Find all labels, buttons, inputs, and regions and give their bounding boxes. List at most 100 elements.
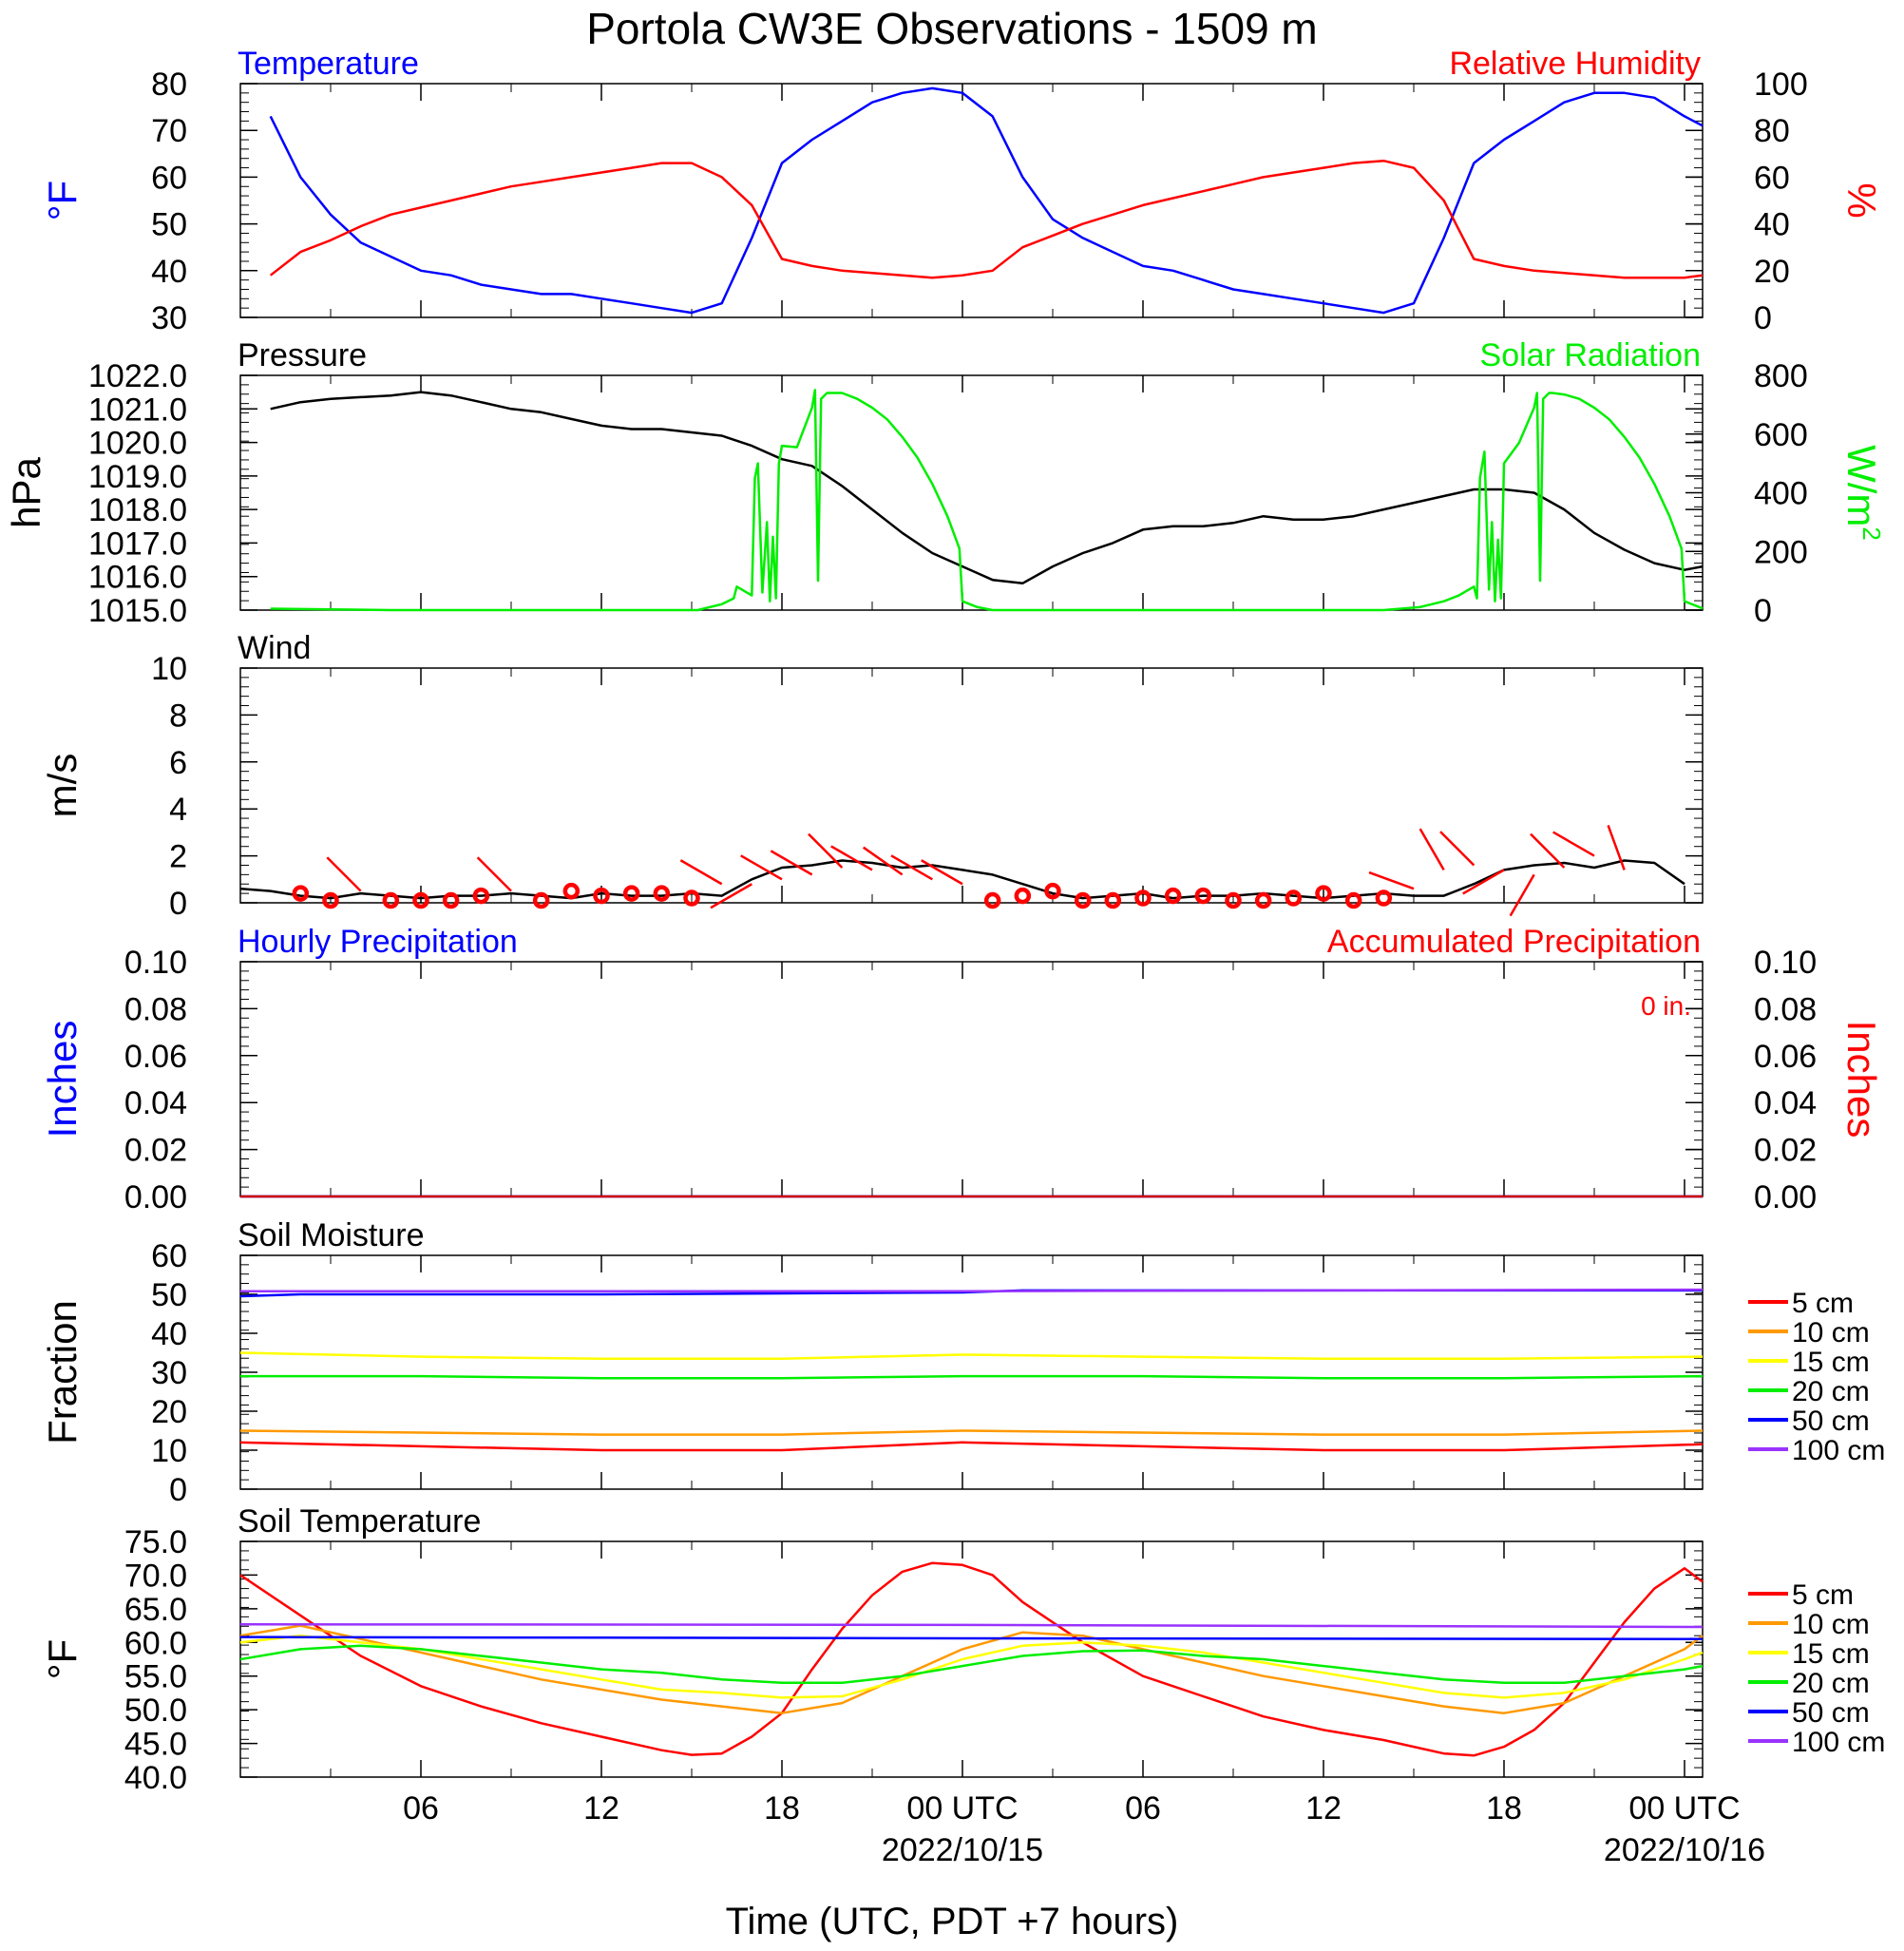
- y-tick-label-right: 0: [1754, 593, 1772, 629]
- wind-barb: [830, 845, 873, 871]
- legend-label: 10 cm: [1792, 1317, 1870, 1348]
- y-tick-label-left: 50.0: [124, 1693, 187, 1729]
- y-axis-label-left: °F: [40, 1639, 85, 1679]
- wind-calm-marker: [1074, 891, 1092, 909]
- panel-title-left: Pressure: [238, 337, 367, 373]
- panel-soil_temperature: 75.070.065.060.055.050.045.040.0 Soil Tem…: [40, 1503, 1885, 1796]
- y-tick-label-right: 80: [1754, 113, 1790, 149]
- y-tick-label-left: 70: [151, 113, 187, 149]
- wind-calm-marker: [1194, 887, 1212, 905]
- y-axis-label-left: hPa: [4, 456, 48, 527]
- x-tick-label: 18: [1486, 1790, 1522, 1827]
- wind-calm-marker: [322, 891, 339, 909]
- panel-pressure_solar: 1022.01021.01020.01019.01018.01017.01016…: [4, 337, 1886, 629]
- wind-barb: [1368, 870, 1415, 890]
- wind-calm-marker: [1134, 889, 1152, 907]
- legend-label: 100 cm: [1792, 1435, 1885, 1466]
- panel-frame: [239, 83, 1704, 318]
- x-tick-label: 18: [764, 1790, 800, 1827]
- series-line-0: [239, 1561, 1704, 1757]
- x-tick-label: 06: [1125, 1790, 1161, 1827]
- series-line-2: [239, 1634, 1704, 1699]
- x-tick-label: 06: [403, 1790, 439, 1827]
- y-tick-label-left: 0.02: [124, 1133, 187, 1169]
- panel-title-right: Solar Radiation: [1480, 337, 1701, 373]
- series-line-1: [270, 389, 1704, 612]
- y-tick-label-right: 200: [1754, 534, 1808, 570]
- panel-title-right: Relative Humidity: [1449, 46, 1701, 82]
- y-axis-label-left: °F: [40, 181, 85, 220]
- y-tick-label-right: 0.06: [1754, 1039, 1817, 1075]
- y-axis-label-right: %: [1839, 182, 1884, 218]
- y-tick-label-left: 1022.0: [88, 358, 187, 394]
- y-tick-label-left: 8: [169, 698, 187, 734]
- wind-calm-marker: [442, 891, 460, 909]
- y-tick-label-left: 2: [169, 839, 187, 875]
- wind-barb: [770, 850, 813, 876]
- wind-barb: [1552, 831, 1595, 857]
- y-tick-label-right: 0.08: [1754, 991, 1817, 1027]
- wind-barb: [1439, 831, 1476, 867]
- y-axis-label-right: W/m2: [1839, 445, 1886, 541]
- wind-barb: [1509, 873, 1535, 917]
- panel-frame: [239, 667, 1704, 904]
- panel-frame: [239, 374, 1704, 611]
- panel-title-left: Soil Moisture: [238, 1217, 425, 1253]
- legend-label: 50 cm: [1792, 1406, 1870, 1437]
- wind-barb: [740, 854, 783, 881]
- legend-label: 15 cm: [1792, 1638, 1870, 1670]
- y-tick-label-left: 70.0: [124, 1558, 187, 1594]
- y-tick-label-left: 1018.0: [88, 492, 187, 528]
- y-tick-label-right: 400: [1754, 476, 1808, 512]
- y-tick-label-right: 600: [1754, 417, 1808, 453]
- legend-label: 5 cm: [1792, 1579, 1854, 1611]
- y-tick-label-right: 40: [1754, 207, 1790, 243]
- wind-barb: [326, 856, 362, 892]
- y-tick-label-left: 0.08: [124, 991, 187, 1027]
- legend-label: 50 cm: [1792, 1697, 1870, 1729]
- y-tick-label-left: 30: [151, 300, 187, 336]
- wind-calm-marker: [622, 885, 640, 902]
- y-tick-label-right: 0: [1754, 300, 1772, 336]
- y-tick-label-right: 60: [1754, 160, 1790, 196]
- y-tick-label-left: 1021.0: [88, 392, 187, 428]
- wind-barb: [862, 846, 904, 876]
- panel-title-right: Accumulated Precipitation: [1327, 924, 1701, 960]
- panel-title-left: Hourly Precipitation: [238, 924, 518, 960]
- wind-calm-marker: [653, 885, 671, 902]
- panel-title-left: Temperature: [238, 46, 419, 82]
- wind-barbs: [292, 825, 1626, 917]
- panel-wind: 10 8 6 4 2 0 Wind m/s: [40, 630, 1704, 922]
- wind-calm-marker: [983, 891, 1001, 909]
- y-tick-label-left: 10: [151, 651, 187, 687]
- y-tick-label-left: 60: [151, 1238, 187, 1274]
- series-line-3: [239, 1644, 1704, 1685]
- wind-calm-marker: [1164, 887, 1182, 905]
- panel-precipitation: 0.10 0.08 0.06 0.04 0.02 0.00 0.10 0.08 0.06 0.04…: [40, 924, 1884, 1215]
- x-tick-label: 00 UTC: [906, 1790, 1018, 1827]
- legend-label: 20 cm: [1792, 1668, 1870, 1699]
- y-axis-label-left: Inches: [40, 1021, 85, 1138]
- wind-barb: [808, 832, 844, 869]
- y-axis-label-right: Inches: [1839, 1021, 1884, 1138]
- y-axis-label-left: m/s: [40, 754, 85, 818]
- y-tick-label-right: 0.02: [1754, 1133, 1817, 1169]
- wind-calm-marker: [382, 891, 400, 909]
- y-tick-label-left: 40.0: [124, 1760, 187, 1796]
- y-axis-label-right-superscript: 2: [1857, 526, 1886, 540]
- panel-title-left: Wind: [238, 630, 311, 666]
- y-tick-label-left: 10: [151, 1433, 187, 1469]
- y-tick-label-left: 20: [151, 1394, 187, 1430]
- wind-calm-marker: [1344, 891, 1362, 909]
- legend-label: 15 cm: [1792, 1347, 1870, 1378]
- series-line-1: [269, 159, 1704, 279]
- y-tick-label-left: 50: [151, 207, 187, 243]
- y-tick-label-left: 30: [151, 1355, 187, 1391]
- time-axis: 06 12 18 00 UTC 06 12 18 00 UTC 2022/10/15 2022/1…: [403, 1790, 1765, 1868]
- y-tick-label-left: 1015.0: [88, 593, 187, 629]
- wind-barb: [710, 883, 752, 909]
